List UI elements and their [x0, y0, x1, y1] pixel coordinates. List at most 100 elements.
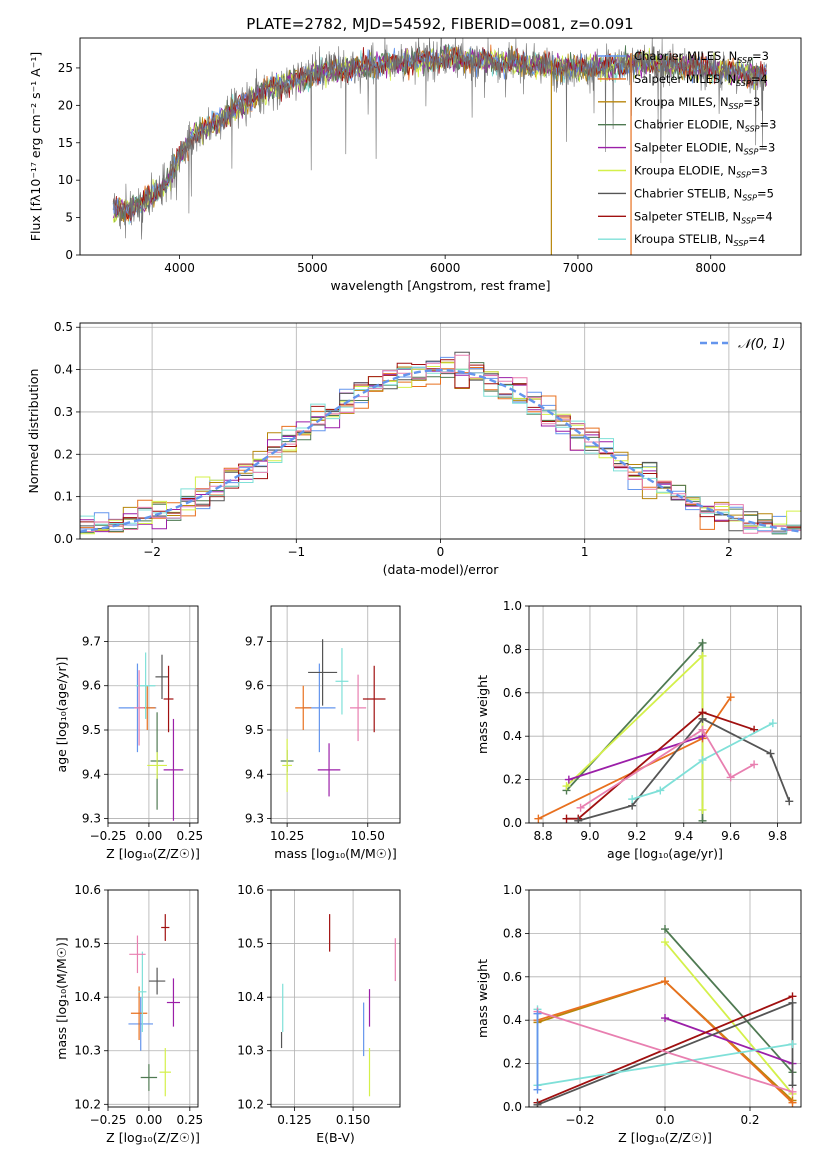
mass-age-xlabel: mass [log₁₀(M/M☉)] [274, 846, 396, 861]
legend-label-sub: SSP [729, 102, 744, 111]
z-weight-series-line [664, 1017, 793, 1065]
z-weight-point-marker [533, 1100, 542, 1107]
mass-age-ytick-label: 9.3 [245, 812, 264, 826]
mass-age-errorbar [282, 738, 292, 792]
ebv-mass-panel: 0.125 0.150 10.2 10.3 10.4 10.5 10.6 E(B-V) [237, 883, 401, 1145]
z-mass-frame [107, 889, 199, 1108]
spectrum-xtick-label: 4000 [164, 261, 195, 275]
age-weight-ytick-label: 0.2 [503, 773, 522, 787]
age-weight-point-marker [534, 814, 543, 823]
spectrum-xtick-label: 5000 [297, 261, 328, 275]
mass-age-ytick-label: 9.7 [245, 634, 264, 648]
ebv-mass-frame [270, 889, 401, 1108]
spectrum-ytick-label: 5 [65, 211, 73, 225]
age-weight-xtick-label: 9.4 [674, 829, 693, 843]
z-age-ytick-label: 9.7 [82, 634, 101, 648]
z-mass-errorbar [140, 1064, 158, 1091]
z-age-errorbar [155, 654, 169, 699]
z-age-ytick-label: 9.5 [82, 723, 101, 737]
z-age-xtick-label: 0.00 [136, 829, 163, 843]
residuals-xlabel: (data-model)/error [383, 562, 500, 577]
z-mass-errorbar [130, 986, 148, 1041]
mass-age-ytick-label: 9.5 [245, 723, 264, 737]
residual-step [80, 362, 801, 535]
z-age-frame [107, 605, 199, 824]
legend-label: Chabrier ELODIE, NSSP=3 [634, 118, 776, 134]
z-mass-ytick-label: 10.2 [74, 1097, 101, 1111]
age-weight-point-marker [574, 816, 583, 823]
residuals-xtick-label: 2 [725, 545, 733, 559]
legend-label-tail: =3 [760, 118, 777, 132]
age-weight-ytick-label: 0.6 [503, 686, 522, 700]
age-weight-point-marker [698, 651, 707, 660]
legend-label-tail: =4 [756, 209, 773, 223]
residual-step [80, 354, 801, 534]
age-weight-panel: 8.8 9.0 9.2 9.4 9.6 9.8 0.0 0.2 0.4 0.6 0.8 1.0 age … [475, 599, 802, 861]
mass-age-panel: 10.25 10.50 9.3 9.4 9.5 9.6 9.7 mass [log₁₀(M/M… [245, 605, 401, 861]
residuals-ytick-label: 0.5 [54, 320, 73, 334]
legend-label: Chabrier MILES, NSSP=3 [634, 49, 769, 65]
z-weight-series-line [537, 995, 793, 1104]
z-weight-xtick-label: 0.0 [655, 1113, 674, 1127]
legend-label-name: Salpeter STELIB, N [634, 209, 741, 223]
age-weight-point-marker [562, 814, 571, 823]
legend-label-name: Chabrier ELODIE, N [634, 118, 745, 132]
z-age-errorbar [134, 670, 144, 746]
normal-curve [80, 368, 801, 533]
z-mass-ytick-label: 10.5 [74, 937, 101, 951]
age-weight-series-line [580, 728, 755, 809]
mass-age-errorbar [362, 665, 386, 733]
z-weight-point-marker [788, 998, 797, 1007]
z-weight-ytick-label: 1.0 [503, 883, 522, 897]
age-weight-point-marker [766, 749, 775, 758]
z-weight-plot-area [533, 925, 797, 1107]
z-mass-errorbar [138, 951, 147, 1032]
legend-label-tail: =4 [751, 72, 768, 86]
panels-group: 4000 5000 6000 7000 80000510152025wavelength… [26, 37, 802, 1145]
residuals-xtick-label: −2 [143, 545, 161, 559]
z-mass-ylabel: mass [log₁₀(M/M☉)] [54, 937, 69, 1059]
residuals-plot-area [80, 351, 801, 535]
spectrum-xtick-label: 7000 [563, 261, 594, 275]
legend-label: Kroupa ELODIE, NSSP=3 [634, 164, 768, 180]
z-weight-point-marker [661, 1014, 669, 1023]
age-weight-point-marker [656, 786, 665, 795]
legend-label-sub: SSP [736, 171, 751, 180]
z-weight-point-marker [533, 1009, 542, 1018]
z-weight-xlabel: Z [log₁₀(Z/Z☉)] [618, 1130, 712, 1145]
mass-age-errorbar [335, 648, 349, 715]
z-weight-point-marker [788, 1040, 797, 1049]
z-weight-point-marker [661, 925, 669, 934]
spectrum-xtick-label: 8000 [695, 261, 726, 275]
z-mass-ytick-label: 10.6 [74, 883, 101, 897]
z-age-xtick-label: −0.25 [90, 829, 127, 843]
legend-label-tail: =5 [757, 186, 774, 200]
z-age-errorbar [163, 718, 184, 821]
residuals-xtick-label: 1 [581, 545, 589, 559]
spectrum-xlabel: wavelength [Angstrom, rest frame] [330, 278, 550, 293]
legend-label-tail: =3 [751, 164, 768, 178]
legend-label: Kroupa MILES, NSSP=3 [634, 95, 760, 111]
z-weight-ylabel: mass weight [475, 959, 490, 1038]
normal-legend-label: 𝒩(0, 1) [738, 337, 785, 352]
z-weight-point-marker [788, 1087, 797, 1096]
residuals-ytick-label: 0.0 [54, 532, 73, 546]
z-weight-point-marker [788, 1098, 797, 1107]
age-weight-point-marker [750, 760, 759, 769]
z-mass-xlabel: Z [log₁₀(Z/Z☉)] [106, 1130, 200, 1145]
age-weight-point-marker [564, 775, 573, 784]
age-weight-point-marker [698, 756, 707, 765]
mass-age-errorbar [350, 674, 367, 742]
age-weight-xtick-label: 9.8 [768, 829, 787, 843]
residuals-xtick-label: 0 [437, 545, 445, 559]
ebv-mass-plot-area [280, 914, 396, 1097]
legend-label-name: Chabrier STELIB, N [634, 186, 742, 200]
age-weight-point-marker [562, 782, 571, 791]
z-age-ytick-label: 9.4 [82, 767, 101, 781]
z-mass-ytick-label: 10.3 [74, 1044, 101, 1058]
spectrum-ytick-label: 20 [58, 98, 73, 112]
age-weight-point-marker [576, 803, 585, 812]
z-age-xlabel: Z [log₁₀(Z/Z☉)] [106, 846, 200, 861]
legend-label-sub: SSP [744, 148, 759, 157]
